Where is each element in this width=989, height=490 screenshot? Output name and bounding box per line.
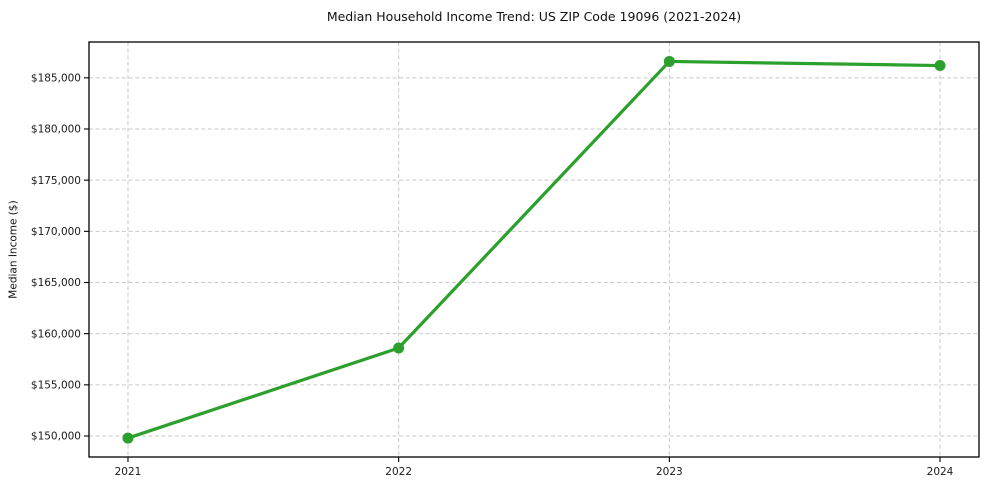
chart-title: Median Household Income Trend: US ZIP Co…: [326, 9, 742, 24]
data-point-marker: [393, 342, 405, 354]
y-tick-label: $185,000: [31, 73, 81, 85]
y-tick-label: $155,000: [31, 380, 81, 392]
y-tick-label: $150,000: [31, 431, 81, 443]
data-point-marker: [934, 60, 946, 72]
y-tick-label: $180,000: [31, 124, 81, 136]
x-tick-label: 2022: [385, 466, 412, 478]
y-tick-label: $160,000: [31, 328, 81, 340]
x-tick-label: 2021: [115, 466, 142, 478]
plot-frame: [88, 41, 980, 458]
x-tick-label: 2023: [656, 466, 683, 478]
x-tick-label: 2024: [927, 466, 954, 478]
y-tick-label: $165,000: [31, 277, 81, 289]
y-tick-label: $170,000: [31, 226, 81, 238]
income-trend-line: [126, 59, 942, 440]
data-point-marker: [663, 55, 675, 67]
data-point-marker: [122, 432, 134, 444]
y-axis-label: Median Income ($): [7, 200, 20, 299]
y-tick-label: $175,000: [31, 175, 81, 187]
